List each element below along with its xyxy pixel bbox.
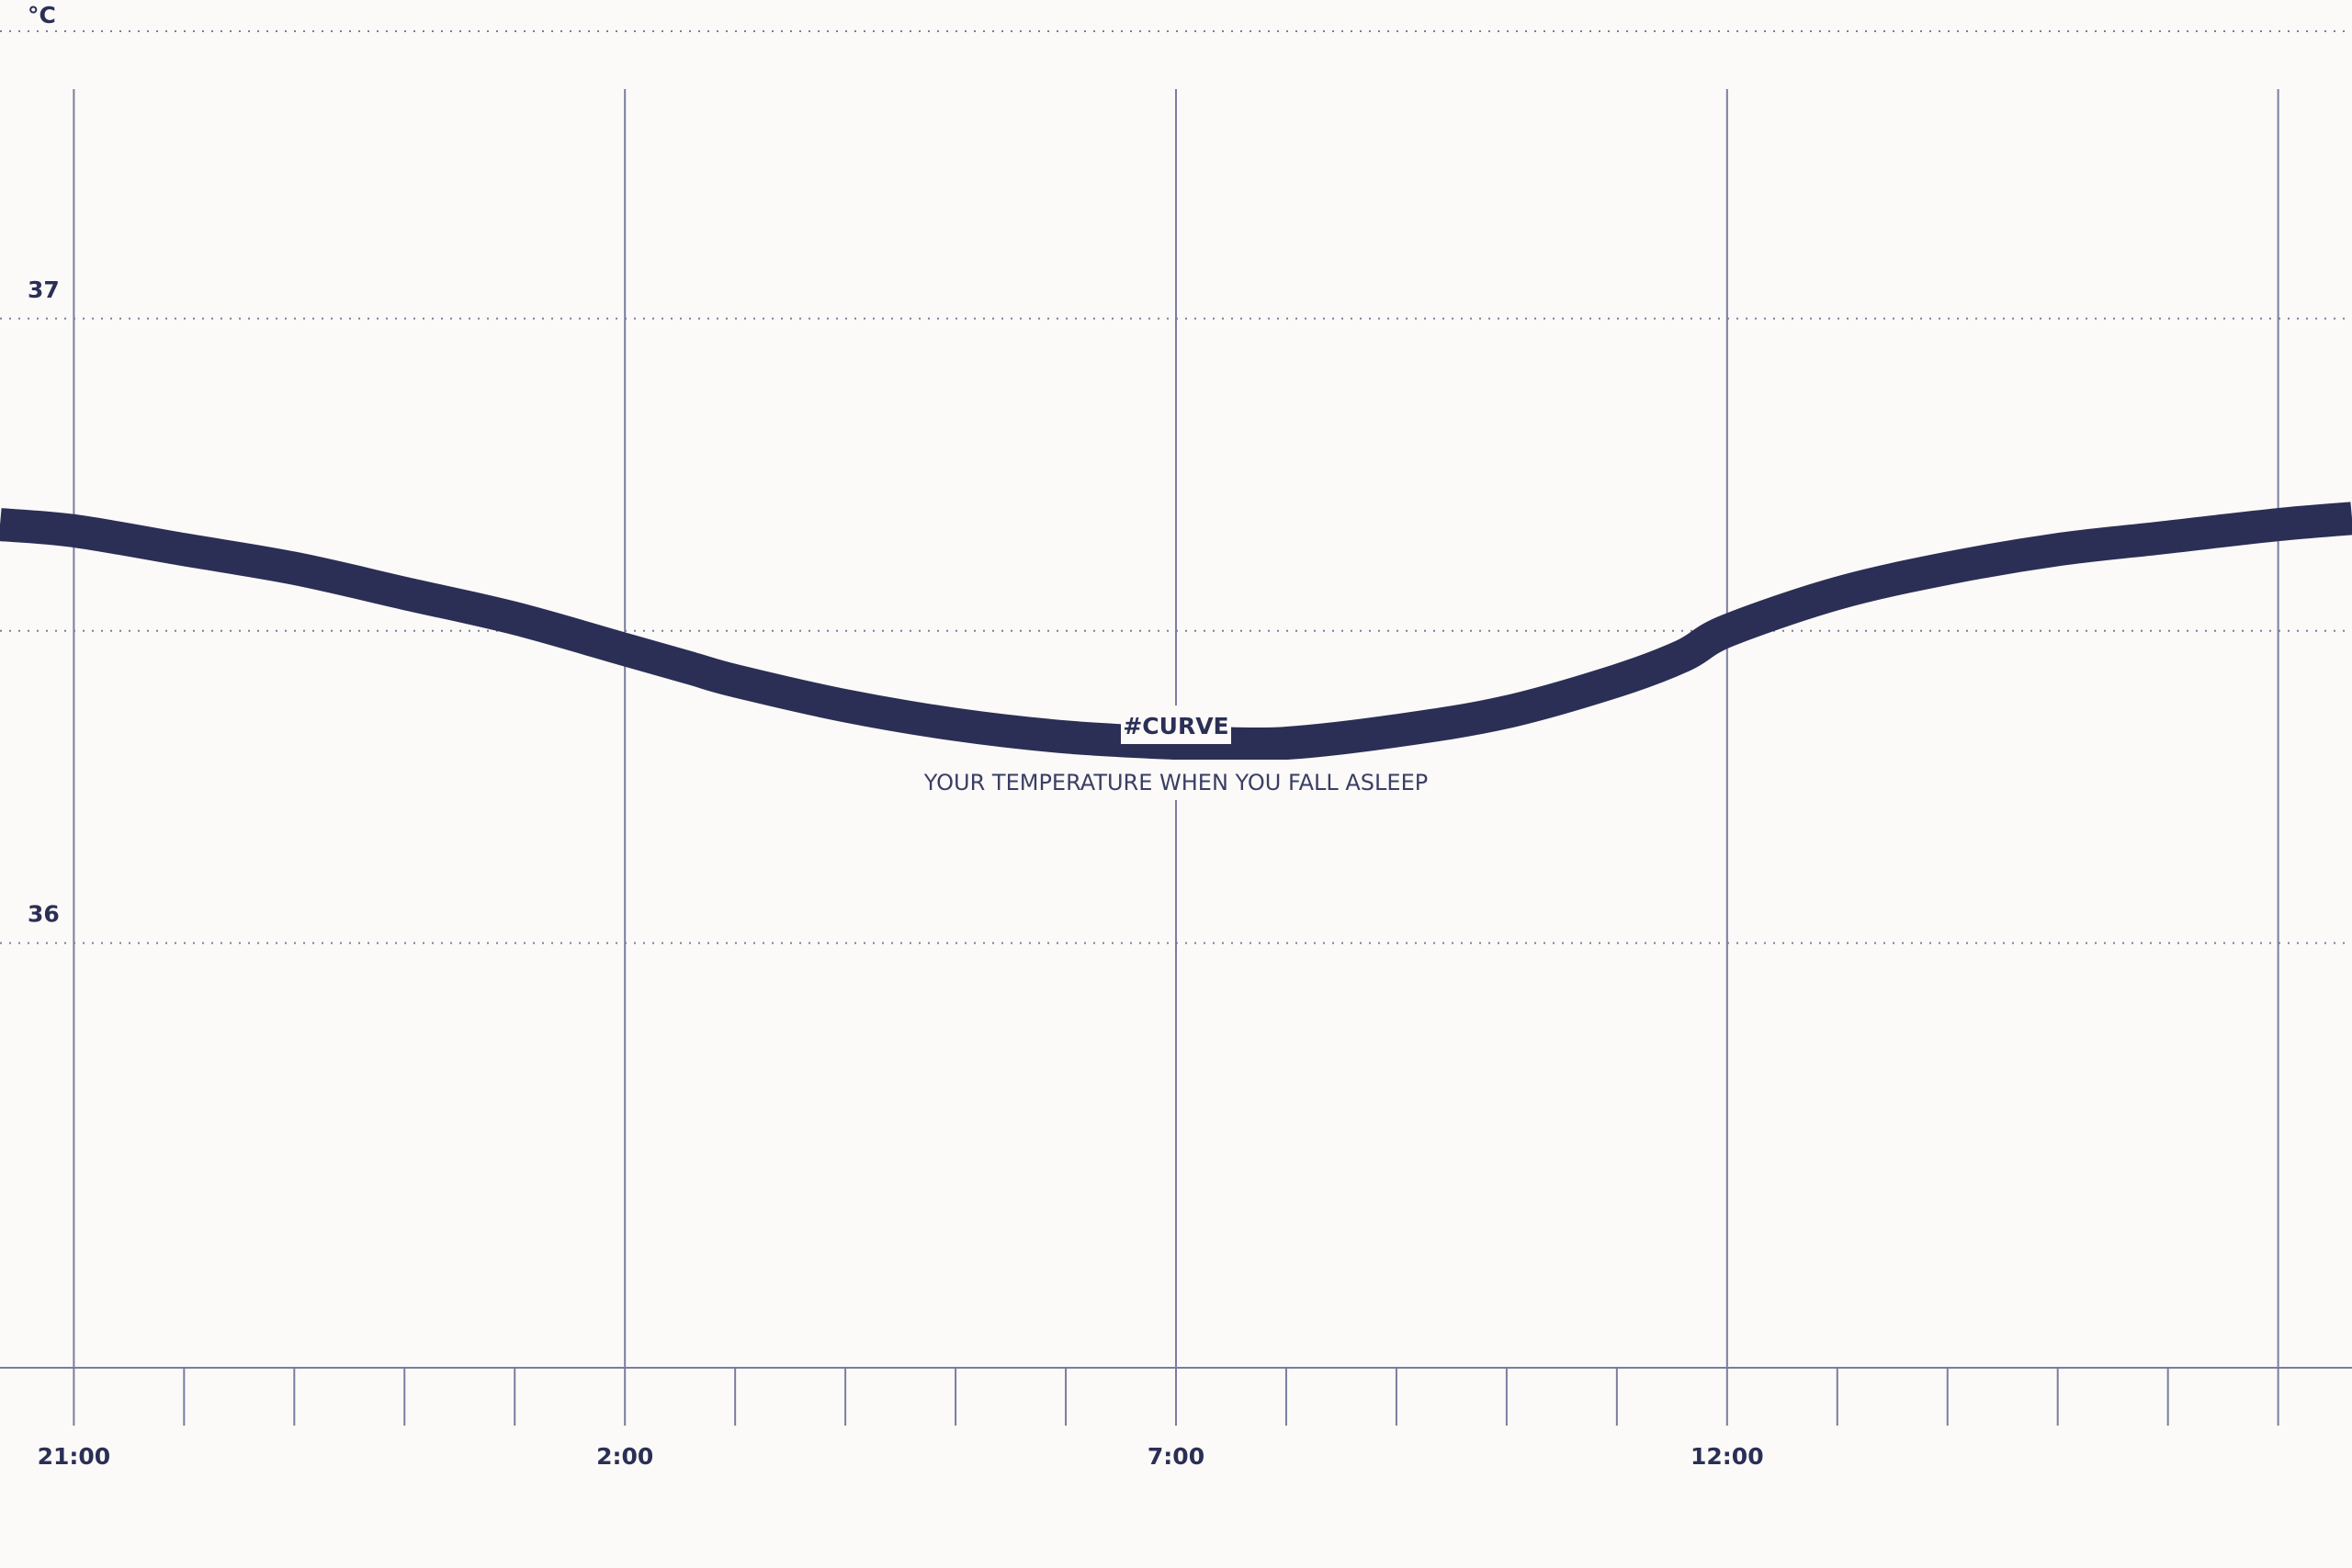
y-tick-label: 37	[28, 276, 60, 303]
y-axis-unit-label: °C	[28, 2, 56, 28]
grid	[0, 29, 2352, 1426]
axis-labels: °C 36 37 21:00 2:00 7:00 12:00	[28, 2, 1764, 1470]
y-tick-label: 36	[28, 901, 60, 928]
annotation: #CURVE YOUR TEMPERATURE WHEN YOU FALL AS…	[910, 705, 1442, 800]
annotation-background	[910, 760, 1442, 800]
x-tick-label: 21:00	[38, 1443, 111, 1470]
x-tick-label: 2:00	[596, 1443, 653, 1470]
annotation-title: #CURVE	[1123, 713, 1228, 739]
annotation-text: YOUR TEMPERATURE WHEN YOU FALL ASLEEP	[923, 770, 1428, 795]
annotation-title-background	[1121, 705, 1231, 744]
x-tick-label: 7:00	[1148, 1443, 1204, 1470]
x-tick-label: 12:00	[1690, 1443, 1764, 1470]
